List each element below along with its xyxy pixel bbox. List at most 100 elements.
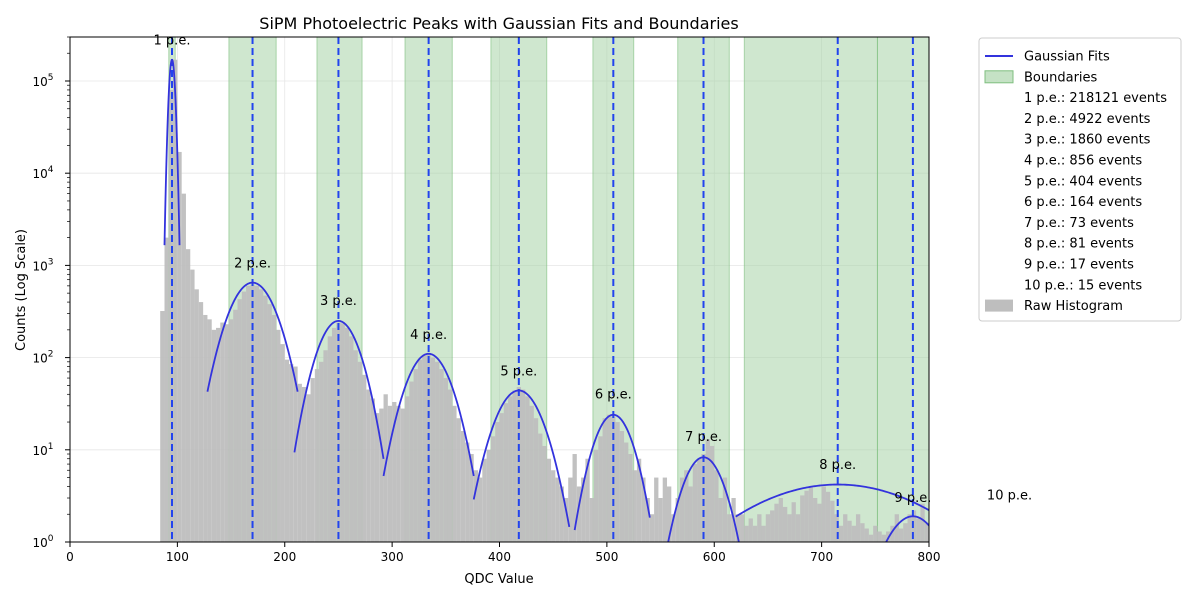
gaussian-fit-curve (206, 281, 299, 392)
peak-label: 6 p.e. (595, 388, 632, 403)
x-axis: 0 100 200 300 400 500 600 700 800 (66, 542, 940, 564)
histogram-bar (894, 514, 899, 542)
histogram-bar (435, 361, 440, 542)
histogram-bar (714, 470, 719, 542)
peak-labels: 1 p.e. 2 p.e. 3 p.e. 4 p.e. 5 p.e. 6 p.e. 7 p.… (154, 33, 1033, 506)
histogram-bar (697, 458, 702, 542)
histogram-bar (722, 477, 728, 542)
histogram-bar (864, 528, 869, 542)
histogram-bar (392, 401, 397, 542)
peak-label: 8 p.e. (819, 458, 856, 473)
histogram-bar (344, 327, 350, 542)
histogram-bar (551, 470, 556, 542)
legend-label: 1 p.e.: 218121 events (1024, 91, 1167, 106)
histogram-bar (254, 285, 259, 542)
histogram-bar (903, 523, 908, 542)
y-tick-label: 104 (32, 165, 53, 181)
histogram-bar (177, 151, 182, 542)
histogram-bar (761, 525, 766, 542)
histogram-bar (529, 405, 534, 542)
peak-label: 3 p.e. (320, 294, 357, 309)
gaussian-fit-curve (293, 320, 385, 460)
histogram-bar (525, 396, 530, 542)
histogram-bar (357, 361, 363, 542)
histogram-bar (830, 500, 835, 542)
histogram-bar (585, 458, 590, 542)
legend-label: 2 p.e.: 4922 events (1024, 112, 1151, 127)
histogram-bar (486, 449, 491, 542)
legend-label: 6 p.e.: 164 events (1024, 195, 1142, 210)
histogram-bar (396, 405, 401, 542)
histogram-bar (679, 477, 685, 542)
peak-label: 1 p.e. (154, 33, 191, 48)
histogram-bar (490, 436, 496, 542)
legend-label: 8 p.e.: 81 events (1024, 237, 1134, 252)
peak-label: 2 p.e. (234, 256, 271, 271)
gaussian-fit-curve (735, 483, 929, 518)
histogram-bar (289, 364, 294, 542)
histogram-bar (645, 498, 650, 542)
legend-label: Gaussian Fits (1024, 50, 1110, 65)
histogram-layer (160, 59, 929, 542)
histogram-bar (503, 403, 509, 542)
histogram-bar (168, 89, 174, 542)
histogram-bar (757, 514, 762, 542)
histogram-bar (563, 498, 569, 542)
histogram-bar (362, 374, 367, 542)
histogram-bar (164, 237, 169, 542)
y-tick-label: 105 (32, 73, 53, 89)
histogram-bar (233, 309, 238, 542)
histogram-bar (220, 322, 225, 542)
histogram-bar (576, 486, 582, 542)
histogram-bar (740, 514, 745, 542)
histogram-bar (211, 329, 217, 542)
histogram-bar (190, 269, 195, 542)
gaussian-fit-curve (163, 58, 181, 246)
histogram-bar (881, 534, 887, 542)
histogram-bar (310, 378, 315, 542)
histogram-bar (538, 433, 543, 542)
histogram-bar (323, 350, 328, 542)
histogram-bar (542, 445, 547, 542)
histogram-bar (469, 454, 474, 542)
histogram-bar (774, 503, 779, 542)
histogram-bar (701, 454, 706, 542)
histogram-bar (911, 510, 917, 542)
y-tick-label: 101 (32, 442, 53, 458)
histogram-bar (443, 378, 448, 542)
histogram-bar (619, 430, 625, 542)
histogram-bar (379, 408, 384, 542)
histogram-bar (873, 525, 878, 542)
histogram-bar (860, 523, 865, 542)
histogram-bar (825, 491, 831, 542)
histogram-bar (198, 302, 204, 542)
histogram-bar (409, 381, 414, 542)
histogram-bar (293, 366, 298, 542)
y-tick-label: 102 (32, 350, 53, 366)
legend-label: 3 p.e.: 1860 events (1024, 133, 1151, 148)
histogram-bar (624, 442, 629, 542)
legend-frame (978, 37, 1182, 322)
histogram-bar (512, 390, 517, 542)
histogram-bar (598, 436, 603, 542)
histogram-bar (241, 291, 247, 542)
histogram-bar (671, 514, 676, 542)
histogram-bar (327, 336, 332, 542)
histogram-bar (855, 514, 861, 542)
legend: Gaussian Fits Boundaries 1 p.e.: 218121 ev… (978, 37, 1182, 322)
histogram-bar (405, 396, 410, 542)
histogram-bar (654, 477, 659, 542)
histogram-bar (271, 314, 277, 542)
histogram-bar (276, 329, 281, 542)
histogram-bar (572, 454, 577, 542)
histogram-bar (160, 311, 165, 542)
histogram-bar (898, 528, 904, 542)
histogram-bar (813, 498, 818, 542)
gaussian-fit-curve (667, 456, 740, 542)
x-tick-label: 500 (595, 550, 618, 564)
histogram-bar (430, 357, 436, 542)
histogram-bar (744, 525, 749, 542)
legend-label: 10 p.e.: 15 events (1024, 278, 1142, 293)
histogram-bar (400, 408, 406, 542)
